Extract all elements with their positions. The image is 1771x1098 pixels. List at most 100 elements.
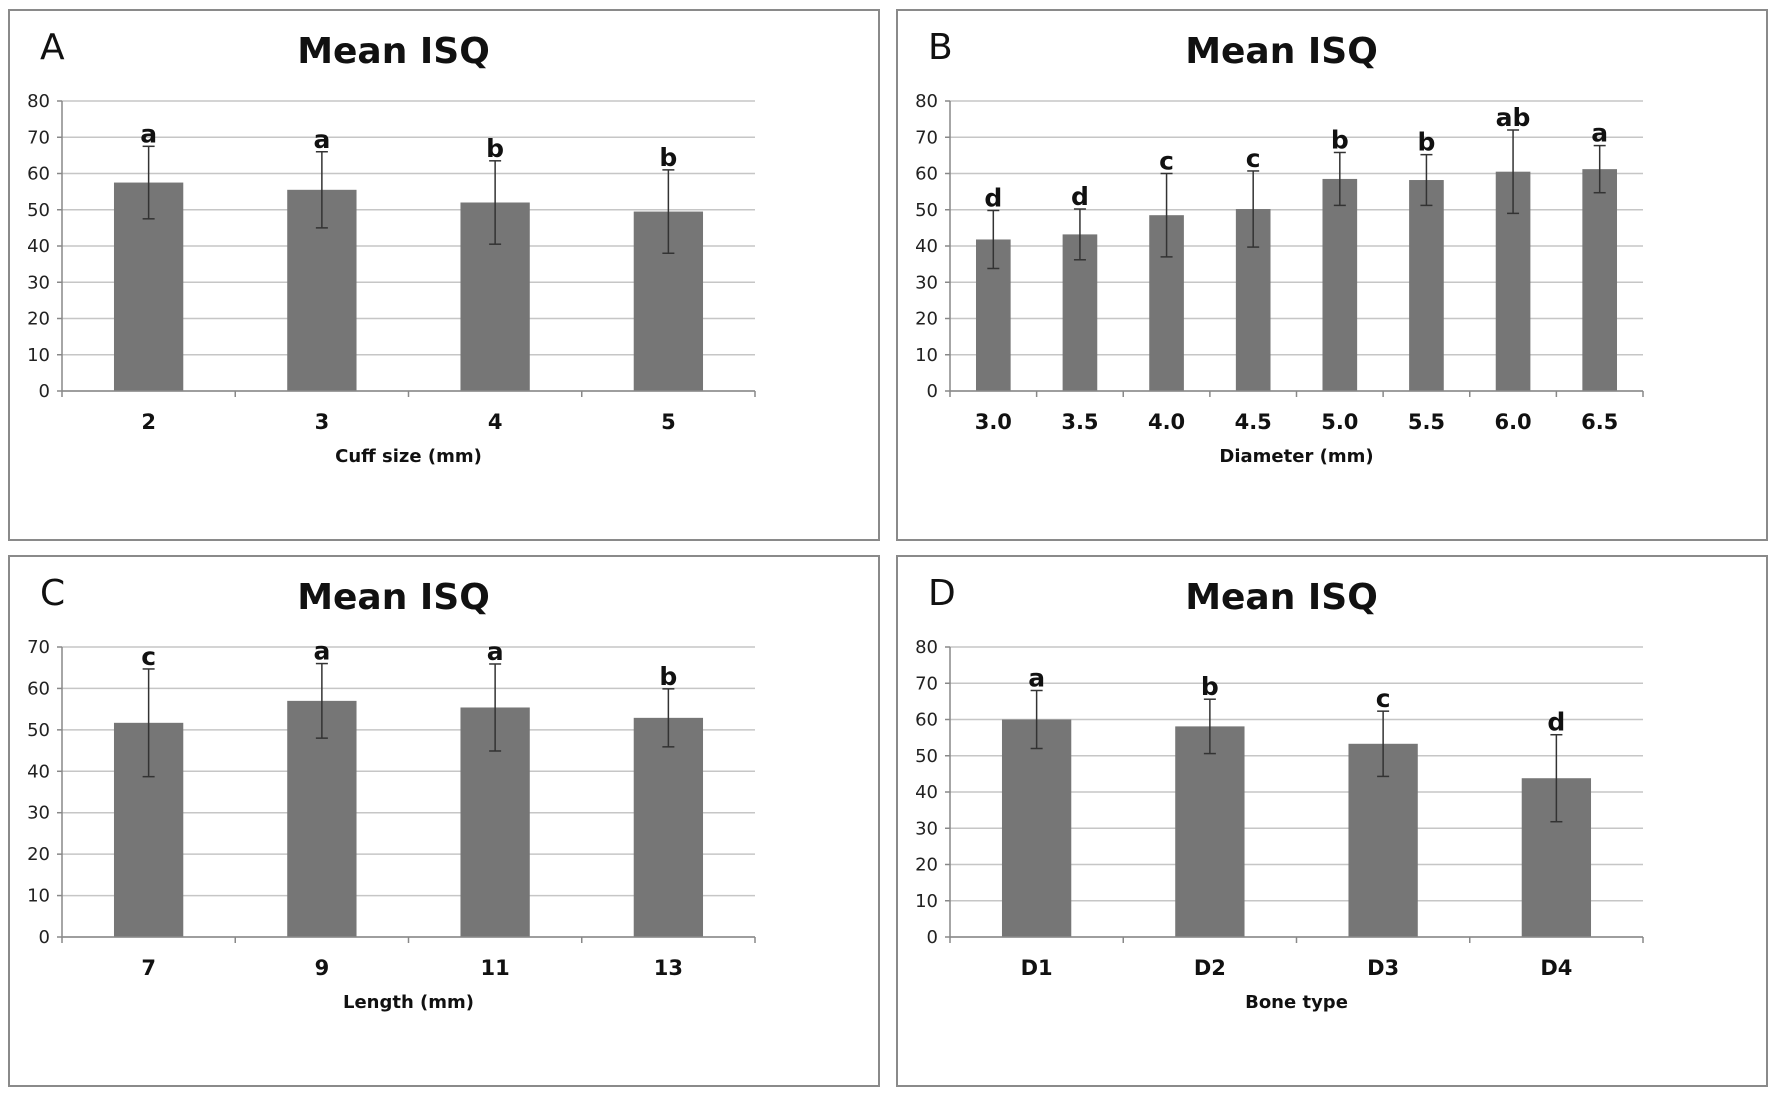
y-tick-label-a-5: 50 <box>27 200 50 221</box>
significance-label-b-1: d <box>1071 182 1089 211</box>
y-tick-label-b-0: 0 <box>927 381 938 402</box>
panel-label-b: B <box>928 27 953 68</box>
bar-b-5 <box>1409 180 1444 391</box>
x-tick-label-b-3: 4.5 <box>1235 410 1272 434</box>
y-tick-label-c-6: 60 <box>27 678 50 699</box>
x-tick-label-c-1: 9 <box>315 956 330 980</box>
y-tick-label-a-3: 30 <box>27 272 50 293</box>
significance-label-b-2: c <box>1159 147 1174 176</box>
significance-label-c-3: b <box>659 662 677 691</box>
x-tick-label-d-1: D2 <box>1194 956 1226 980</box>
y-tick-label-a-1: 10 <box>27 345 50 366</box>
x-axis-label-a: Cuff size (mm) <box>335 446 482 467</box>
x-tick-label-a-2: 4 <box>488 410 503 434</box>
bar-c-3 <box>633 717 704 937</box>
bar-b-4 <box>1322 178 1358 391</box>
y-tick-label-d-4: 40 <box>915 782 938 803</box>
significance-label-d-0: a <box>1028 664 1045 693</box>
chart-svg-c: C Mean ISQ 0 10 20 30 40 50 60 70 c 7 a 9 a 11 b 13 Length… <box>27 573 756 1013</box>
chart-title-d: Mean ISQ <box>1185 577 1378 618</box>
y-tick-label-b-2: 20 <box>915 309 938 330</box>
chart-svg-a: A Mean ISQ 0 10 20 30 40 50 60 70 80 a 2 a 3 b 4 b 5 Cuff s… <box>27 27 756 467</box>
y-tick-label-a-4: 40 <box>27 236 50 257</box>
significance-label-a-0: a <box>140 119 157 148</box>
y-tick-label-c-1: 10 <box>27 886 50 907</box>
x-tick-label-b-7: 6.5 <box>1581 410 1618 434</box>
significance-label-a-2: b <box>486 134 504 163</box>
y-tick-label-d-5: 50 <box>915 746 938 767</box>
y-tick-label-b-4: 40 <box>915 236 938 257</box>
y-tick-label-b-3: 30 <box>915 272 938 293</box>
x-tick-label-c-0: 7 <box>141 956 156 980</box>
x-tick-label-a-3: 5 <box>661 410 676 434</box>
y-tick-label-d-0: 0 <box>927 927 938 948</box>
chart-panel-d: D Mean ISQ 0 10 20 30 40 50 60 70 80 a D1 b D2 c D3 d D4 Bo… <box>896 555 1768 1087</box>
chart-panel-a: A Mean ISQ 0 10 20 30 40 50 60 70 80 a 2 a 3 b 4 b 5 Cuff s… <box>8 9 880 541</box>
significance-label-d-1: b <box>1201 672 1219 701</box>
y-tick-label-a-2: 20 <box>27 309 50 330</box>
y-tick-label-c-3: 30 <box>27 803 50 824</box>
y-tick-label-d-2: 20 <box>915 855 938 876</box>
x-tick-label-d-3: D4 <box>1540 956 1572 980</box>
y-tick-label-a-6: 60 <box>27 164 50 185</box>
bar-c-1 <box>287 700 357 937</box>
x-tick-label-c-3: 13 <box>654 956 683 980</box>
significance-label-b-5: b <box>1417 128 1435 157</box>
y-tick-label-a-7: 70 <box>27 127 50 148</box>
panel-label-d: D <box>928 573 956 614</box>
significance-label-c-2: a <box>487 637 504 666</box>
panel-label-c: C <box>40 573 65 614</box>
significance-label-b-6: ab <box>1496 103 1531 132</box>
x-axis-label-c: Length (mm) <box>343 992 474 1013</box>
bar-d-1 <box>1175 726 1245 937</box>
significance-label-b-7: a <box>1591 119 1608 148</box>
bar-b-7 <box>1582 169 1618 391</box>
y-tick-label-b-8: 80 <box>915 91 938 112</box>
chart-panel-c: C Mean ISQ 0 10 20 30 40 50 60 70 c 7 a 9 a 11 b 13 Length… <box>8 555 880 1087</box>
x-tick-label-c-2: 11 <box>481 956 510 980</box>
y-tick-label-a-8: 80 <box>27 91 50 112</box>
panel-label-a: A <box>40 27 65 68</box>
x-axis-label-b: Diameter (mm) <box>1219 446 1373 467</box>
x-tick-label-b-6: 6.0 <box>1494 410 1531 434</box>
significance-label-b-4: b <box>1331 125 1349 154</box>
chart-svg-d: D Mean ISQ 0 10 20 30 40 50 60 70 80 a D1 b D2 c D3 d D4 Bo… <box>915 573 1644 1013</box>
y-tick-label-b-5: 50 <box>915 200 938 221</box>
y-tick-label-c-4: 40 <box>27 761 50 782</box>
x-axis-label-d: Bone type <box>1245 992 1348 1013</box>
significance-label-b-3: c <box>1246 144 1261 173</box>
y-tick-label-d-6: 60 <box>915 710 938 731</box>
x-tick-label-d-0: D1 <box>1021 956 1053 980</box>
y-tick-label-c-7: 70 <box>27 637 50 658</box>
x-tick-label-a-1: 3 <box>315 410 330 434</box>
bar-d-0 <box>1001 719 1072 937</box>
significance-label-c-0: c <box>141 642 156 671</box>
chart-title-b: Mean ISQ <box>1185 31 1378 72</box>
x-tick-label-d-2: D3 <box>1367 956 1399 980</box>
chart-title-c: Mean ISQ <box>297 577 490 618</box>
x-tick-label-b-4: 5.0 <box>1321 410 1358 434</box>
x-tick-label-b-5: 5.5 <box>1408 410 1445 434</box>
x-tick-label-b-1: 3.5 <box>1061 410 1098 434</box>
y-tick-label-d-8: 80 <box>915 637 938 658</box>
x-tick-label-a-0: 2 <box>141 410 156 434</box>
y-tick-label-c-5: 50 <box>27 720 50 741</box>
y-tick-label-b-7: 70 <box>915 127 938 148</box>
y-tick-label-d-1: 10 <box>915 891 938 912</box>
significance-label-b-0: d <box>984 183 1002 212</box>
y-tick-label-c-2: 20 <box>27 844 50 865</box>
y-tick-label-a-0: 0 <box>39 381 50 402</box>
x-tick-label-b-2: 4.0 <box>1148 410 1185 434</box>
significance-label-a-1: a <box>313 125 330 154</box>
y-tick-label-c-0: 0 <box>39 927 50 948</box>
x-tick-label-b-0: 3.0 <box>975 410 1012 434</box>
y-tick-label-d-7: 70 <box>915 673 938 694</box>
chart-title-a: Mean ISQ <box>297 31 490 72</box>
significance-label-d-2: c <box>1376 684 1391 713</box>
significance-label-c-1: a <box>313 637 330 666</box>
chart-svg-b: B Mean ISQ 0 10 20 30 40 50 60 70 80 d 3.0 d 3.5 c 4.0 c 4… <box>915 27 1644 467</box>
y-tick-label-b-6: 60 <box>915 164 938 185</box>
y-tick-label-b-1: 10 <box>915 345 938 366</box>
significance-label-a-3: b <box>659 143 677 172</box>
y-tick-label-d-3: 30 <box>915 818 938 839</box>
